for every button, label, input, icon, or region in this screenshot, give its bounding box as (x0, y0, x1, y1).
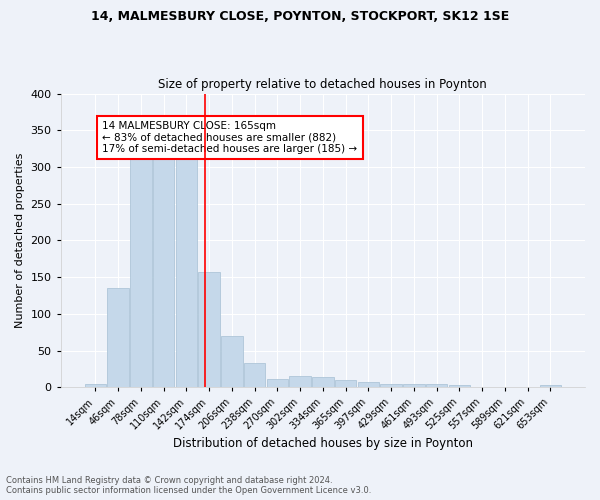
Bar (449, 385, 470, 388)
Bar (198, 272, 220, 388)
Bar (221, 336, 242, 388)
Text: 14, MALMESBURY CLOSE, POYNTON, STOCKPORT, SK12 1SE: 14, MALMESBURY CLOSE, POYNTON, STOCKPORT… (91, 10, 509, 23)
Y-axis label: Number of detached properties: Number of detached properties (15, 153, 25, 328)
Bar (312, 377, 334, 388)
Bar (289, 376, 311, 388)
Bar (403, 384, 425, 388)
Bar (130, 159, 152, 388)
Text: Contains HM Land Registry data © Crown copyright and database right 2024.
Contai: Contains HM Land Registry data © Crown c… (6, 476, 371, 495)
Bar (176, 154, 197, 388)
Bar (85, 384, 106, 388)
Bar (426, 384, 448, 388)
Bar (358, 382, 379, 388)
Bar (380, 384, 402, 388)
Bar (266, 378, 288, 388)
Bar (153, 158, 175, 388)
X-axis label: Distribution of detached houses by size in Poynton: Distribution of detached houses by size … (173, 437, 473, 450)
Title: Size of property relative to detached houses in Poynton: Size of property relative to detached ho… (158, 78, 487, 91)
Bar (107, 288, 129, 388)
Text: 14 MALMESBURY CLOSE: 165sqm
← 83% of detached houses are smaller (882)
17% of se: 14 MALMESBURY CLOSE: 165sqm ← 83% of det… (102, 120, 357, 154)
Bar (335, 380, 356, 388)
Bar (539, 385, 561, 388)
Bar (244, 363, 265, 388)
